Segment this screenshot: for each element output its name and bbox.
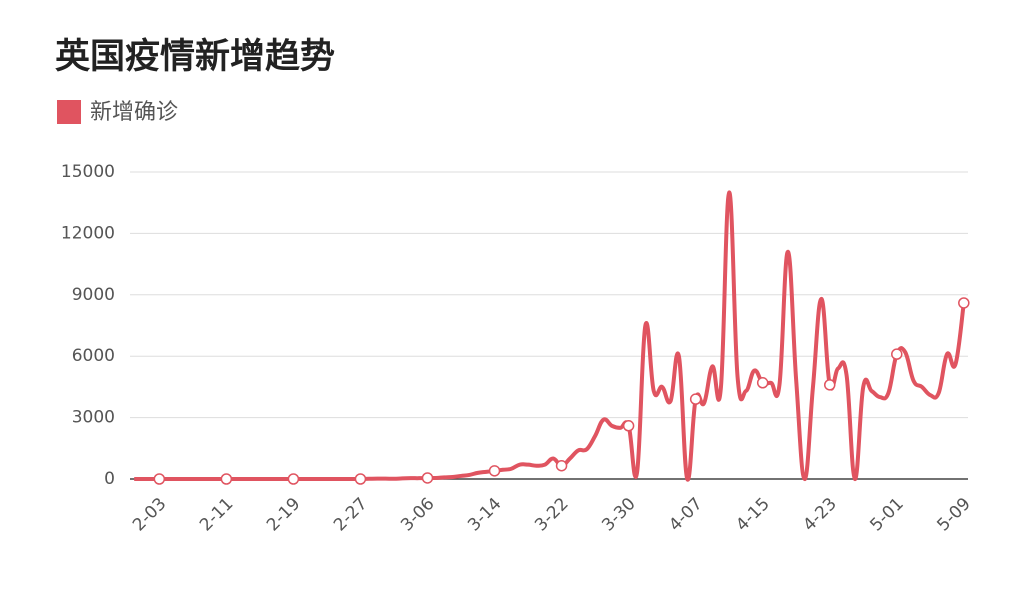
legend-swatch <box>57 100 81 124</box>
y-tick-label: 9000 <box>72 285 115 305</box>
point-marker <box>622 420 635 432</box>
point-marker <box>555 459 568 472</box>
point-marker <box>488 465 501 477</box>
point-marker <box>354 473 367 485</box>
point-marker <box>153 473 166 485</box>
y-tick-label: 6000 <box>72 346 115 366</box>
y-tick-label: 0 <box>104 469 115 489</box>
point-marker <box>823 379 836 391</box>
y-tick-label: 15000 <box>61 162 115 182</box>
point-marker <box>756 377 769 389</box>
point-marker <box>891 348 903 360</box>
point-marker <box>689 393 702 405</box>
y-tick-label: 12000 <box>61 223 115 243</box>
chart-title: 英国疫情新增趋势 <box>55 37 335 77</box>
y-tick-label: 3000 <box>72 408 115 428</box>
point-marker <box>287 473 300 485</box>
point-marker <box>220 473 233 485</box>
point-marker <box>421 472 434 484</box>
legend-label: 新增确诊 <box>90 100 178 125</box>
line <box>134 190 966 482</box>
point-marker <box>958 297 970 309</box>
